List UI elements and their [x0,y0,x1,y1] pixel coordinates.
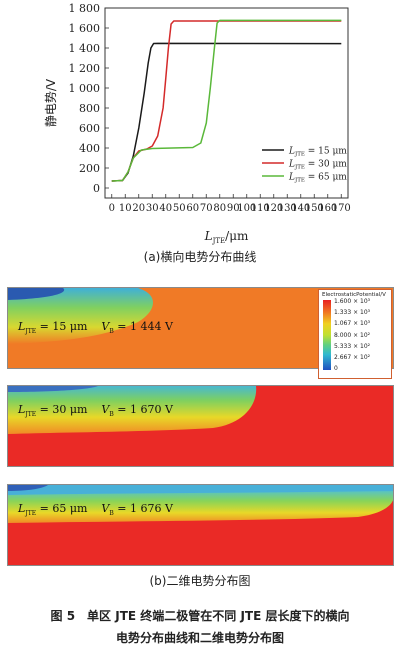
plot-frame [104,7,349,199]
figure-caption-line-2: 电势分布曲线和二维电势分布图 [115,631,284,645]
y-tick-label: 800 [79,102,100,115]
panel-label-15um: LJTE = 15 μm VB = 1 444 V [18,320,173,336]
figure-caption: 图 5 单区 JTE 终端二极管在不同 JTE 层长度下的横向 电势分布曲线和二… [20,605,380,649]
x-tick-label: 120 [264,203,283,214]
potential-line-chart: 0 10 20 30 40 50 60 70 80 90100110120130140150160… [44,2,351,245]
x-tick-label: 100 [237,203,256,214]
series-line-2 [111,20,342,182]
colorbar-tick: 2.667 × 10² [334,354,371,361]
legend-entry: LJTE = 65 μm [288,173,347,184]
y-tick-label: 600 [79,122,100,135]
x-tick-label: 70 [200,203,213,214]
y-tick-label: 400 [79,142,100,155]
subfigure-a-caption: (a)横向电势分布曲线 [143,250,257,264]
potential-contour-region [8,386,257,434]
panel-label-30um: LJTE = 30 μm VB = 1 670 V [18,403,173,419]
colorbar-tick: 1.333 × 10³ [334,309,371,316]
potential-map-30um: LJTE = 30 μm VB = 1 670 V [7,385,394,467]
colorbar-tick: 1.600 × 10³ [334,298,371,305]
surface-potential-band [8,485,393,495]
x-tick-label: 80 [213,203,226,214]
x-tick-label: 130 [278,203,297,214]
colorbar-tick: 8.000 × 10² [334,332,371,339]
y-tick-label: 1 200 [69,62,101,75]
x-tick-label: 50 [173,203,186,214]
y-tick-label: 0 [93,182,100,195]
x-tick-label: 30 [146,203,159,214]
colorbar-gradient [323,300,331,370]
low-potential-region [8,485,48,491]
panel-label-65um: LJTE = 65 μm VB = 1 676 V [18,502,173,518]
x-tick-label: 20 [132,203,145,214]
y-tick-label: 1 000 [69,82,101,95]
x-tick-label: 10 [119,203,132,214]
potential-contour-region [8,489,393,523]
colorbar-legend: ElectrostaticPotential/V 1.600 × 10³ 1.3… [318,289,392,379]
low-potential-region [8,386,98,392]
x-tick-label: 90 [227,203,240,214]
potential-map-65um: LJTE = 65 μm VB = 1 676 V [7,484,394,566]
colorbar-tick: 0 [334,365,338,372]
legend-entry: LJTE = 30 μm [288,160,347,171]
y-axis-label: 静电势/V [44,78,58,127]
x-tick-label: 40 [159,203,172,214]
x-tick-label: 0 [109,203,115,214]
colorbar-tick: 1.067 × 10³ [334,320,371,327]
x-tick-label: 140 [291,203,310,214]
x-tick-label: 160 [318,203,337,214]
colorbar-tick: 5.333 × 10² [334,343,371,350]
y-tick-label: 1 800 [69,2,101,15]
legend-entry: LJTE = 15 μm [288,147,347,158]
figure-caption-line-1: 图 5 单区 JTE 终端二极管在不同 JTE 层长度下的横向 [50,609,350,623]
x-tick-label: 110 [251,203,270,214]
x-tick-label: 170 [332,203,351,214]
y-tick-label: 200 [79,162,100,175]
x-tick-label: 60 [186,203,199,214]
x-axis-label: LJTE/μm [204,229,249,245]
low-potential-region [8,288,65,300]
potential-contour-region [8,288,153,344]
series-line-3 [111,19,342,182]
colorbar-title: ElectrostaticPotential/V [322,292,386,298]
y-tick-label: 1 400 [69,42,101,55]
x-tick-label: 150 [305,203,324,214]
y-tick-label: 1 600 [69,22,101,35]
subfigure-b-caption: (b)二维电势分布图 [149,574,251,588]
